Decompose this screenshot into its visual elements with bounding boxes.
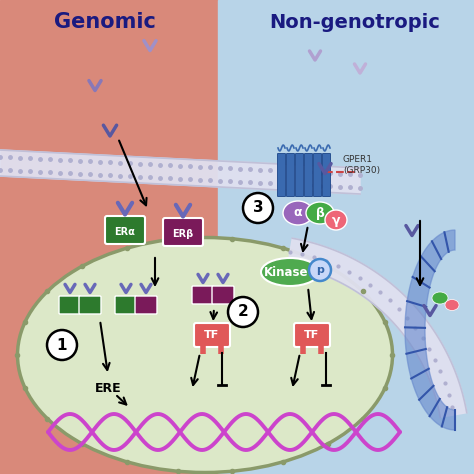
Polygon shape <box>0 150 360 194</box>
Ellipse shape <box>445 300 459 310</box>
Text: 2: 2 <box>237 304 248 319</box>
FancyBboxPatch shape <box>192 286 214 304</box>
Ellipse shape <box>283 201 313 225</box>
FancyBboxPatch shape <box>163 218 203 246</box>
FancyBboxPatch shape <box>313 154 321 197</box>
Text: ERE: ERE <box>95 382 121 394</box>
Ellipse shape <box>325 210 347 230</box>
Polygon shape <box>405 230 455 430</box>
Circle shape <box>228 297 258 327</box>
Text: TF: TF <box>304 330 319 340</box>
Ellipse shape <box>432 292 448 304</box>
Text: GPER1
(GRP30): GPER1 (GRP30) <box>343 155 380 175</box>
FancyBboxPatch shape <box>304 154 312 197</box>
FancyBboxPatch shape <box>105 216 145 244</box>
Text: 3: 3 <box>253 201 264 216</box>
Text: ERα: ERα <box>115 227 136 237</box>
Circle shape <box>47 330 77 360</box>
Ellipse shape <box>18 237 392 473</box>
Text: 1: 1 <box>57 337 67 353</box>
Circle shape <box>309 259 331 281</box>
Text: α: α <box>294 207 302 219</box>
FancyBboxPatch shape <box>286 154 294 197</box>
Bar <box>0 0 218 474</box>
Text: Kinase: Kinase <box>264 265 308 279</box>
Text: γ: γ <box>332 213 340 227</box>
Text: ERβ: ERβ <box>173 229 193 239</box>
Text: TF: TF <box>204 330 219 340</box>
Text: p: p <box>316 265 324 275</box>
FancyBboxPatch shape <box>79 296 101 314</box>
Text: Genomic: Genomic <box>54 12 156 32</box>
FancyBboxPatch shape <box>212 286 234 304</box>
FancyBboxPatch shape <box>294 323 330 347</box>
Text: Non-genotropic: Non-genotropic <box>270 12 440 31</box>
FancyBboxPatch shape <box>115 296 137 314</box>
FancyBboxPatch shape <box>322 154 330 197</box>
Ellipse shape <box>306 202 334 224</box>
Circle shape <box>243 193 273 223</box>
FancyBboxPatch shape <box>295 154 303 197</box>
Text: β: β <box>316 207 324 219</box>
Bar <box>218 0 474 474</box>
Polygon shape <box>288 238 467 417</box>
FancyBboxPatch shape <box>194 323 230 347</box>
FancyBboxPatch shape <box>135 296 157 314</box>
FancyBboxPatch shape <box>277 154 285 197</box>
FancyBboxPatch shape <box>59 296 81 314</box>
Ellipse shape <box>261 258 319 286</box>
